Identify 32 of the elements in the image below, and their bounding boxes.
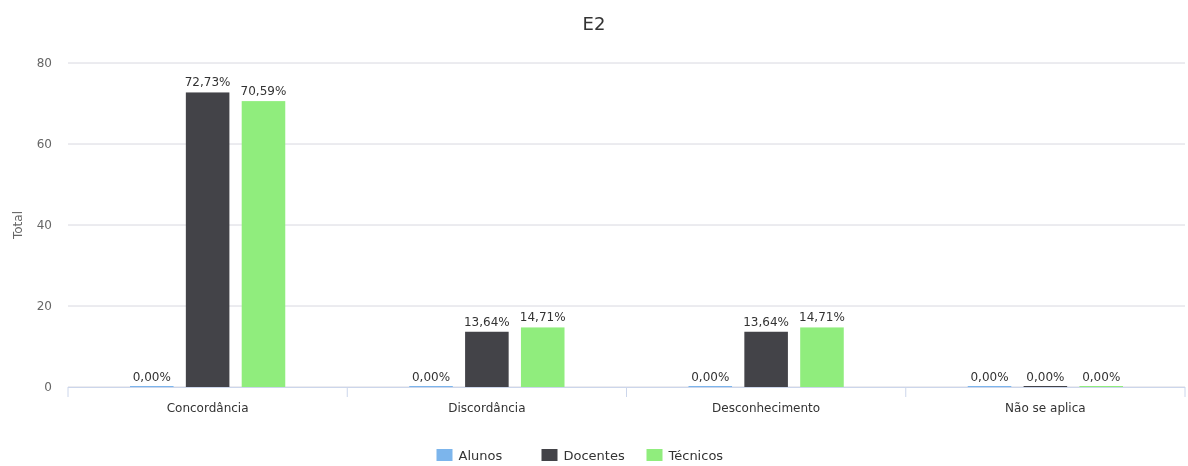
x-tick-label: Discordância bbox=[448, 401, 526, 415]
data-label: 70,59% bbox=[240, 84, 287, 99]
y-tick-label: 40 bbox=[36, 218, 52, 232]
x-tick-label: Concordância bbox=[166, 401, 249, 415]
data-label: 13,64% bbox=[743, 314, 790, 329]
bar bbox=[520, 327, 565, 387]
data-label: 0,00% bbox=[691, 370, 730, 384]
y-axis-title: Total bbox=[11, 210, 25, 241]
legend-label: Alunos bbox=[458, 448, 503, 463]
y-tick-label: 80 bbox=[36, 56, 52, 70]
bar bbox=[744, 331, 788, 387]
data-label: 0,00% bbox=[132, 370, 171, 384]
data-label: 0,00% bbox=[970, 370, 1009, 384]
data-label: 14,71% bbox=[519, 310, 566, 325]
data-label: 72,73% bbox=[184, 75, 231, 90]
bar bbox=[465, 331, 509, 387]
x-tick-label: Não se aplica bbox=[1005, 401, 1086, 415]
y-tick-label: 60 bbox=[36, 137, 52, 151]
data-label: 0,00% bbox=[411, 370, 451, 384]
data-label: 14,71% bbox=[799, 310, 845, 325]
data-label: 0,00% bbox=[1082, 370, 1121, 384]
chart-title: E2 bbox=[582, 13, 606, 34]
y-tick-label: 0 bbox=[44, 380, 52, 394]
legend-label: Docentes bbox=[563, 448, 625, 463]
bar bbox=[185, 92, 230, 387]
y-tick-label: 20 bbox=[36, 299, 52, 313]
data-label: 13,64% bbox=[463, 314, 510, 329]
legend-label: Técnicos bbox=[667, 448, 724, 463]
data-label: 0,00% bbox=[1026, 370, 1065, 384]
x-tick-label: Desconhecimento bbox=[712, 401, 821, 415]
bar bbox=[800, 327, 844, 387]
bar bbox=[241, 101, 286, 387]
